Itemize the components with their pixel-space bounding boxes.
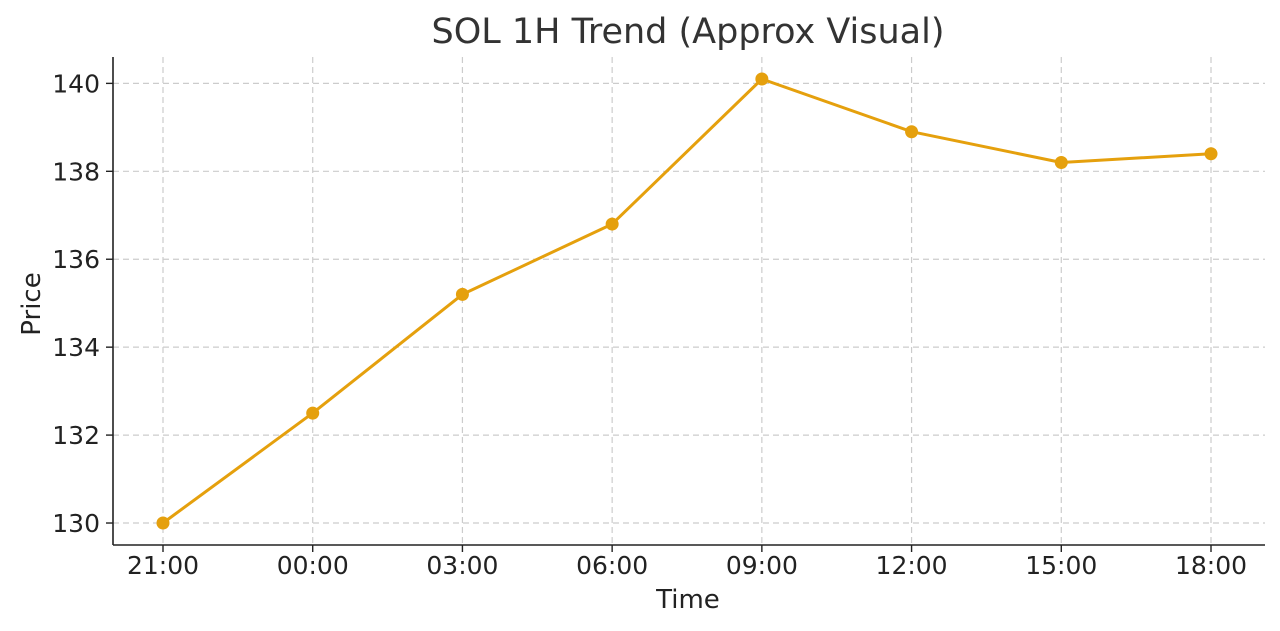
y-tick-label: 134: [52, 333, 100, 362]
x-tick-label: 03:00: [426, 551, 498, 580]
x-axis-label: Time: [655, 585, 720, 615]
data-point: [905, 125, 919, 139]
x-tick-label: 12:00: [876, 551, 948, 580]
axes: [106, 57, 1265, 552]
y-tick-label: 138: [52, 157, 100, 186]
grid: [113, 57, 1265, 545]
data-point: [306, 406, 320, 420]
data-point: [755, 72, 769, 86]
x-tick-label: 06:00: [576, 551, 648, 580]
x-tick-label: 09:00: [726, 551, 798, 580]
x-tick-label: 00:00: [277, 551, 349, 580]
y-tick-label: 140: [52, 69, 100, 98]
data-point: [455, 287, 469, 301]
x-tick-label: 15:00: [1025, 551, 1097, 580]
y-tick-label: 130: [52, 509, 100, 538]
chart-title: SOL 1H Trend (Approx Visual): [432, 12, 945, 52]
data-point: [156, 516, 170, 530]
x-tick-label: 18:00: [1175, 551, 1247, 580]
y-axis-label: Price: [17, 272, 47, 335]
series: [156, 72, 1218, 530]
series-line: [161, 77, 1213, 525]
data-point: [1204, 147, 1218, 161]
x-tick-label: 21:00: [127, 551, 199, 580]
y-tick-label: 136: [52, 245, 100, 274]
tick-labels: 21:00 00:00 03:00 06:00 09:00 12:00 15:00 18:00…: [52, 69, 1247, 580]
data-point: [1054, 156, 1068, 170]
data-point: [605, 217, 619, 231]
y-tick-label: 132: [52, 421, 100, 450]
